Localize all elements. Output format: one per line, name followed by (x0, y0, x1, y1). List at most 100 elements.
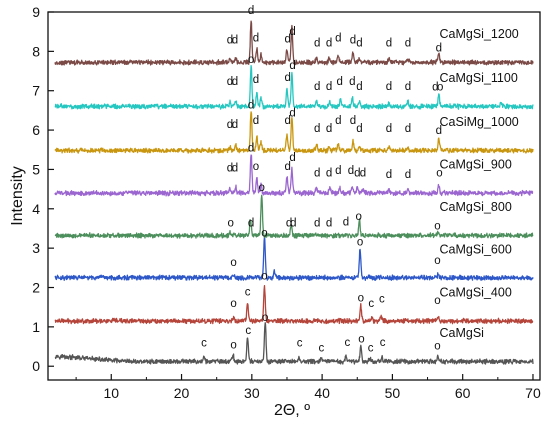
peak-mark-d: d (284, 115, 290, 127)
peak-mark-d: d (314, 168, 320, 180)
x-tick-label: 60 (455, 385, 471, 401)
peak-mark-d: d (432, 82, 438, 94)
peak-mark-o: o (261, 227, 267, 239)
y-tick-label: 2 (32, 280, 40, 296)
peak-mark-o: o (248, 54, 254, 66)
peak-mark-d: d (248, 99, 254, 111)
peak-mark-d: d (335, 33, 341, 45)
peak-mark-d: d (386, 38, 392, 50)
series-labels-layer: CaMgSi CaMgSi_400 CaMgSi_600 CaMgSi_800 CaMg… (440, 27, 519, 340)
peak-mark-d: d (286, 218, 292, 230)
peak-mark-d: d (253, 33, 259, 45)
y-tick-label: 0 (32, 358, 40, 374)
y-tick-label: 3 (32, 240, 40, 256)
x-tick-label: 50 (385, 385, 401, 401)
x-tick-label: 10 (103, 385, 119, 401)
series-label-camgsi-900: CaMgSi_900 (440, 158, 512, 172)
peak-mark-d: d (356, 123, 362, 135)
series-line-camgsi-1100 (54, 65, 534, 110)
peak-mark-d: d (348, 165, 354, 177)
peak-mark-d: d (405, 38, 411, 50)
y-tick-label: 9 (32, 4, 40, 20)
series-label-camgsi-600: CaMgSi_600 (440, 242, 512, 256)
peak-mark-d: d (386, 123, 392, 135)
x-tick-label: 30 (244, 385, 260, 401)
series-line-camgsi-400 (54, 284, 534, 325)
series-line-camgsi-1200 (54, 20, 534, 66)
series-line-camgsi-600 (54, 235, 534, 281)
peak-mark-d: d (227, 76, 233, 88)
peak-mark-c: c (368, 342, 374, 354)
peak-mark-o: o (358, 334, 364, 346)
series-label-camgsi: CaMgSi (440, 326, 484, 340)
peak-mark-d: d (227, 35, 233, 47)
x-tick-label: 40 (314, 385, 330, 401)
series-label-camgsi-1100: CaMgSi_1100 (440, 71, 518, 85)
peak-mark-d: d (232, 119, 238, 131)
peak-mark-d: d (232, 35, 238, 47)
series-line-casimg-1000 (54, 111, 534, 154)
peak-mark-d: d (253, 74, 259, 86)
peak-mark-d: d (386, 81, 392, 93)
peak-mark-d: d (314, 123, 320, 135)
plot-frame (47, 11, 541, 381)
peak-mark-d: d (360, 168, 366, 180)
series-label-casimg-1000: CaSiMg_1000 (440, 115, 519, 129)
y-tick-label: 8 (32, 43, 40, 59)
peak-mark-o: o (434, 295, 440, 307)
series-line-camgsi-900 (54, 154, 534, 197)
peak-mark-d: d (314, 81, 320, 93)
axis-ticks-layer: 10 20 30 40 50 60 70 0 1 2 3 4 5 6 7 8 9 (32, 4, 541, 401)
peak-mark-o: o (358, 292, 364, 304)
y-tick-label: 4 (32, 201, 40, 217)
peak-mark-d: d (386, 169, 392, 181)
peak-mark-o: o (261, 271, 267, 283)
peak-mark-d: d (405, 81, 411, 93)
peak-mark-d: d (232, 162, 238, 174)
peak-mark-d: d (289, 107, 295, 119)
peak-mark-c: c (245, 325, 251, 337)
peak-mark-d: d (356, 81, 362, 93)
series-line-camgsi (54, 322, 534, 365)
peak-mark-c: c (379, 294, 385, 306)
peak-mark-d: d (326, 123, 332, 135)
peak-mark-d: d (335, 115, 341, 127)
peak-mark-o: o (437, 82, 443, 94)
peak-mark-d: d (289, 152, 295, 164)
peak-mark-d: d (248, 218, 254, 230)
series-layer (54, 20, 534, 365)
peak-mark-d: d (314, 38, 320, 50)
peak-mark-d: d (326, 81, 332, 93)
peak-mark-d: d (289, 60, 295, 72)
peak-mark-c: c (380, 337, 386, 349)
peak-mark-d: d (326, 218, 332, 230)
peak-mark-d: d (284, 72, 290, 84)
peak-mark-d: d (326, 38, 332, 50)
peak-mark-d: d (227, 119, 233, 131)
peak-mark-o: o (230, 257, 236, 269)
peak-mark-d: d (248, 5, 254, 17)
peak-mark-d: d (289, 26, 295, 38)
peak-mark-d: d (436, 125, 442, 137)
peak-mark-d: d (232, 76, 238, 88)
peak-mark-d: d (349, 76, 355, 88)
peak-mark-o: o (253, 161, 259, 173)
peak-mark-o: o (434, 255, 440, 267)
peak-mark-d: d (248, 143, 254, 155)
x-tick-label: 20 (174, 385, 190, 401)
series-label-camgsi-1200: CaMgSi_1200 (440, 27, 519, 41)
peak-mark-d: d (335, 165, 341, 177)
peak-mark-d: d (290, 218, 296, 230)
y-tick-label: 1 (32, 319, 40, 335)
peak-mark-d: d (436, 42, 442, 54)
peak-mark-d: d (336, 76, 342, 88)
x-tick-label: 70 (525, 385, 541, 401)
peak-mark-d: d (253, 115, 259, 127)
peak-mark-o: o (434, 341, 440, 353)
peak-mark-o: o (434, 220, 440, 232)
y-tick-label: 6 (32, 122, 40, 138)
peak-mark-d: d (284, 161, 290, 173)
